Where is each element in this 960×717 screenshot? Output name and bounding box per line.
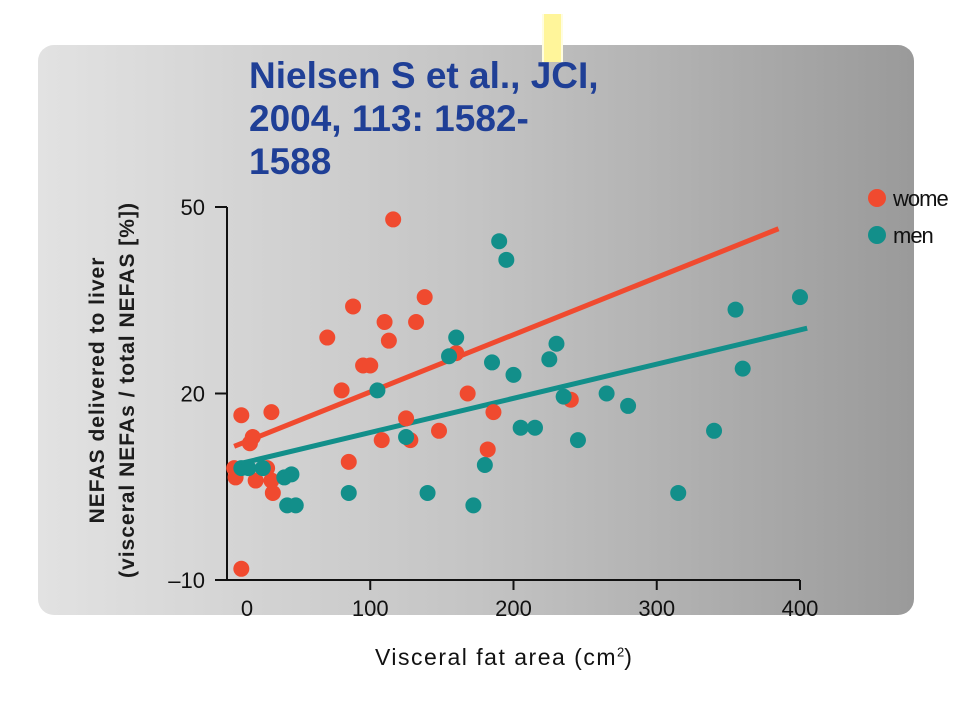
point-wome bbox=[333, 382, 350, 399]
point-wome bbox=[431, 422, 448, 439]
point-men bbox=[484, 354, 501, 371]
fit-line-wome bbox=[233, 226, 780, 449]
x-tick-label: 0 bbox=[241, 596, 253, 621]
point-wome bbox=[408, 314, 425, 331]
point-wome bbox=[479, 441, 496, 458]
point-wome bbox=[459, 385, 476, 402]
legend-label-men: men bbox=[893, 223, 933, 248]
y-tick-label: 20 bbox=[181, 382, 205, 407]
x-tick-label: 300 bbox=[638, 596, 675, 621]
fit-line-men bbox=[233, 325, 808, 468]
x-tick-label: 200 bbox=[495, 596, 532, 621]
point-wome bbox=[264, 484, 281, 501]
point-wome bbox=[362, 357, 379, 374]
point-men bbox=[526, 419, 543, 436]
point-men bbox=[476, 456, 493, 473]
point-wome bbox=[345, 298, 362, 315]
point-wome bbox=[340, 453, 357, 470]
point-men bbox=[369, 382, 386, 399]
point-men bbox=[598, 385, 615, 402]
point-men bbox=[505, 366, 522, 383]
point-wome bbox=[247, 472, 264, 489]
point-wome bbox=[263, 404, 280, 421]
point-wome bbox=[376, 314, 393, 331]
point-wome bbox=[319, 329, 336, 346]
point-wome bbox=[263, 472, 280, 489]
y-tick-label: 50 bbox=[181, 195, 205, 220]
point-men bbox=[620, 397, 637, 414]
x-axis-label: Visceral fat area (cm2) bbox=[375, 644, 633, 671]
fit-lines bbox=[233, 226, 808, 468]
x-tick-label: 100 bbox=[352, 596, 389, 621]
point-men bbox=[548, 335, 565, 352]
chart-panel bbox=[38, 45, 914, 615]
point-men bbox=[541, 351, 558, 368]
legend-label-wome: wome bbox=[892, 186, 948, 211]
x-axis-label-superscript: 2 bbox=[616, 644, 625, 660]
point-wome bbox=[233, 407, 250, 424]
legend: wome men bbox=[868, 186, 949, 248]
point-wome bbox=[380, 332, 397, 349]
legend-marker-men bbox=[868, 226, 886, 244]
point-men bbox=[419, 484, 436, 501]
point-men bbox=[734, 360, 751, 377]
point-men bbox=[491, 233, 508, 250]
citation-text: Nielsen S et al., JCI, 2004, 113: 1582- … bbox=[249, 55, 599, 182]
point-men bbox=[287, 497, 304, 514]
axes bbox=[215, 206, 801, 590]
x-tick-label: 400 bbox=[782, 596, 819, 621]
point-wome bbox=[385, 211, 402, 228]
tick-labels: 0 100 200 300 400 –10 20 50 bbox=[168, 195, 818, 621]
point-wome bbox=[244, 429, 261, 446]
point-men bbox=[498, 251, 515, 268]
point-wome bbox=[416, 289, 433, 306]
accent-bar bbox=[542, 14, 563, 62]
point-men bbox=[283, 466, 300, 483]
point-men bbox=[441, 348, 458, 365]
point-men bbox=[398, 429, 415, 446]
point-men bbox=[254, 460, 271, 477]
point-wome bbox=[398, 410, 415, 427]
point-men bbox=[448, 329, 465, 346]
point-wome bbox=[373, 432, 390, 449]
point-men bbox=[670, 484, 687, 501]
data-points bbox=[226, 211, 808, 577]
point-men bbox=[569, 432, 586, 449]
point-wome bbox=[233, 560, 250, 577]
y-tick-label: –10 bbox=[168, 568, 205, 593]
point-men bbox=[706, 422, 723, 439]
point-men bbox=[240, 460, 257, 477]
point-wome bbox=[485, 404, 502, 421]
x-axis-label-end: ) bbox=[624, 644, 634, 670]
point-men bbox=[727, 301, 744, 318]
legend-marker-wome bbox=[868, 189, 886, 207]
x-axis-label-text: Visceral fat area (cm bbox=[375, 644, 617, 670]
point-men bbox=[340, 484, 357, 501]
point-men bbox=[465, 497, 482, 514]
point-men bbox=[512, 419, 529, 436]
point-men bbox=[792, 289, 808, 306]
point-men bbox=[555, 388, 572, 405]
